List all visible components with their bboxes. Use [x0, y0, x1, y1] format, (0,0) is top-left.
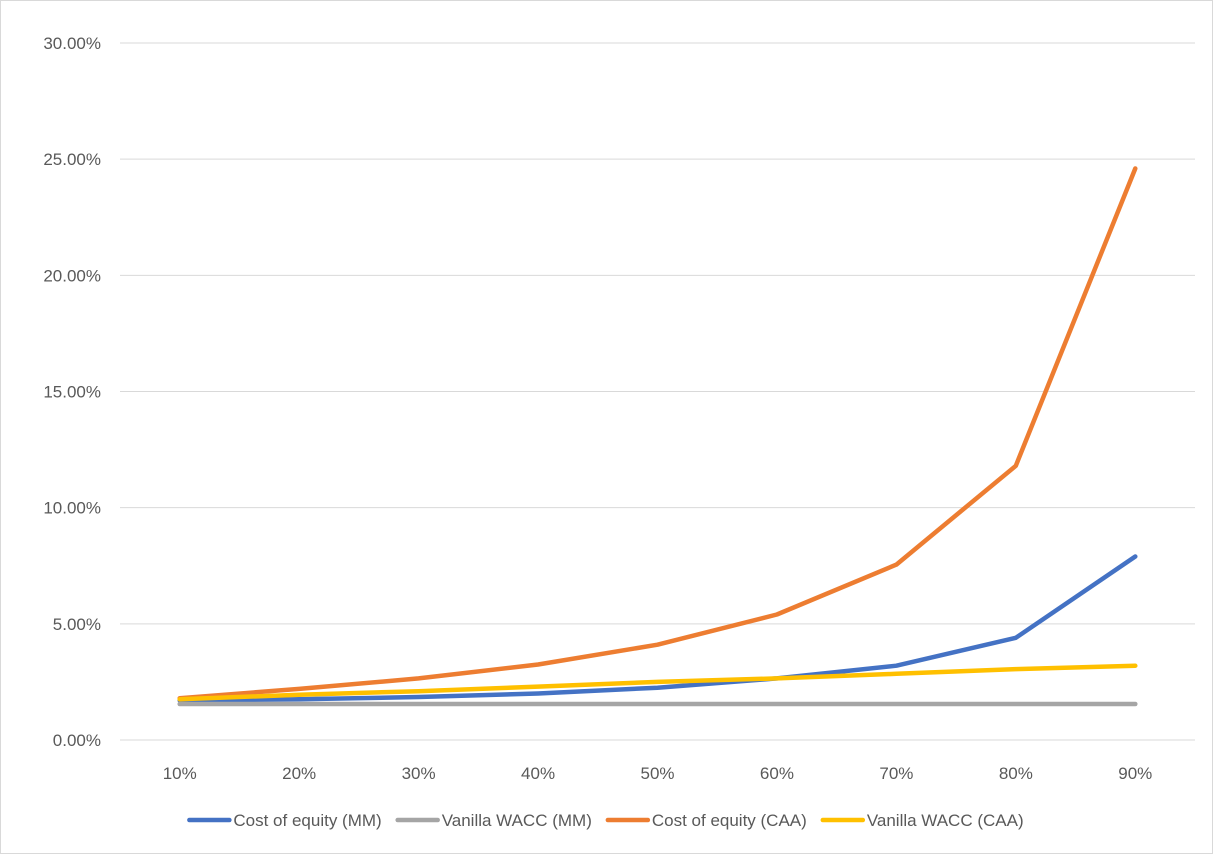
y-tick-label: 25.00% — [43, 150, 101, 169]
y-tick-label: 20.00% — [43, 266, 101, 285]
y-tick-label: 30.00% — [43, 34, 101, 53]
x-tick-label: 40% — [521, 764, 555, 783]
x-tick-label: 50% — [640, 764, 674, 783]
legend-label: Cost of equity (CAA) — [652, 811, 807, 830]
x-axis-ticks: 10% 20% 30% 40% 50% 60% 70% 80% 90% — [163, 764, 1153, 783]
legend: Cost of equity (MM) Vanilla WACC (MM) Cost… — [187, 811, 1024, 830]
y-tick-label: 5.00% — [53, 615, 101, 634]
x-tick-label: 60% — [760, 764, 794, 783]
legend-label: Cost of equity (MM) — [233, 811, 381, 830]
x-tick-label: 70% — [879, 764, 913, 783]
series-line-2 — [177, 166, 1138, 701]
x-tick-label: 30% — [402, 764, 436, 783]
series-lines — [177, 166, 1138, 707]
y-tick-label: 15.00% — [43, 383, 101, 402]
y-tick-label: 0.00% — [53, 731, 101, 750]
legend-label: Vanilla WACC (MM) — [442, 811, 592, 830]
y-tick-label: 10.00% — [43, 499, 101, 518]
x-tick-label: 20% — [282, 764, 316, 783]
series-line-0 — [177, 554, 1138, 703]
series-line-3 — [177, 663, 1138, 702]
gridlines — [120, 42, 1195, 741]
x-tick-label: 10% — [163, 764, 197, 783]
x-tick-label: 80% — [999, 764, 1033, 783]
x-tick-label: 90% — [1118, 764, 1152, 783]
y-axis-ticks: 0.00% 5.00% 10.00% 15.00% 20.00% 25.00% 30.00% — [43, 34, 101, 750]
legend-label: Vanilla WACC (CAA) — [867, 811, 1024, 830]
